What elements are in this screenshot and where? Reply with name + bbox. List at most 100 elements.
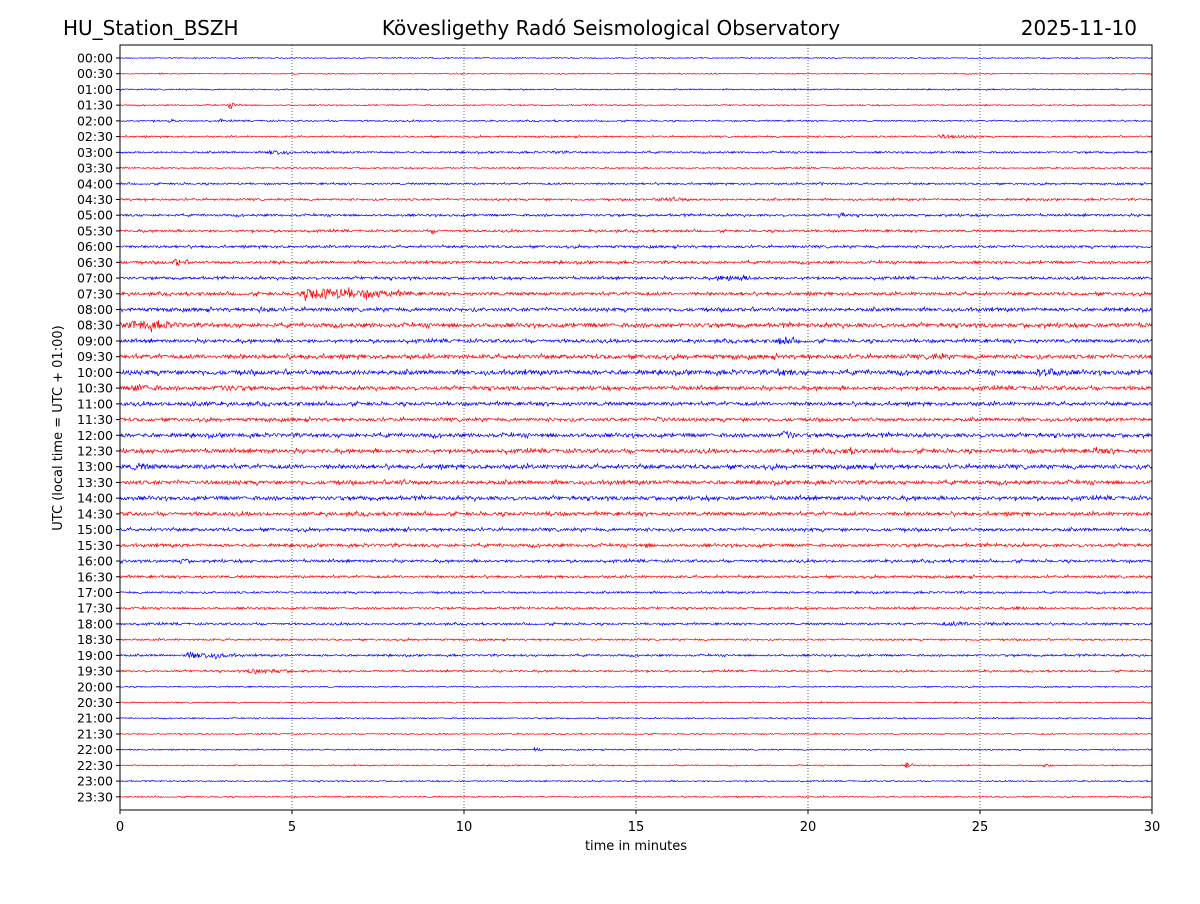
y-tick-label: 20:30	[77, 695, 113, 710]
y-tick-label: 05:30	[77, 223, 113, 238]
trace-0830	[119, 320, 1153, 333]
y-tick-label: 11:30	[77, 412, 113, 427]
trace-2000	[119, 685, 1152, 689]
trace-0430	[119, 196, 1153, 203]
trace-0900	[119, 336, 1153, 345]
x-tick-label: 15	[628, 820, 645, 835]
y-tick-label: 10:30	[77, 381, 113, 396]
trace-2330	[119, 795, 1152, 799]
y-tick-label: 00:30	[77, 66, 113, 81]
trace-1300	[119, 462, 1153, 472]
x-tick-label: 20	[800, 820, 817, 835]
trace-1030	[119, 383, 1152, 393]
trace-1500	[119, 526, 1153, 534]
trace-1630	[119, 573, 1153, 580]
trace-2200	[119, 746, 1152, 753]
trace-1000	[119, 367, 1153, 378]
y-tick-label: 08:00	[77, 302, 113, 317]
y-tick-label: 12:00	[77, 428, 113, 443]
y-tick-label: 09:30	[77, 349, 113, 364]
trace-2300	[119, 779, 1152, 783]
y-tick-label: 12:30	[77, 444, 113, 459]
trace-0100	[119, 87, 1153, 91]
trace-0230	[119, 133, 1153, 140]
y-tick-label: 03:00	[77, 145, 113, 160]
trace-2100	[119, 716, 1153, 720]
trace-1230	[119, 446, 1153, 456]
y-tick-label: 22:00	[77, 742, 113, 757]
trace-1400	[119, 494, 1153, 503]
trace-2130	[119, 732, 1153, 736]
trace-0000	[119, 56, 1152, 60]
y-tick-label: 02:30	[77, 129, 113, 144]
trace-0300	[119, 149, 1153, 156]
trace-1200	[119, 430, 1153, 440]
x-tick-label: 25	[972, 820, 989, 835]
vertical-gridlines	[291, 45, 981, 810]
y-tick-label: 06:00	[77, 239, 113, 254]
trace-1600	[119, 557, 1152, 565]
trace-2030	[119, 700, 1153, 705]
y-tick-label: 02:00	[77, 113, 113, 128]
y-tick-label: 11:00	[77, 396, 113, 411]
trace-1900	[119, 650, 1152, 660]
trace-0400	[119, 181, 1153, 187]
trace-0930	[119, 352, 1152, 361]
y-tick-label: 18:00	[77, 616, 113, 631]
y-tick-label: 19:30	[77, 664, 113, 679]
y-tick-label: 01:00	[77, 82, 113, 97]
y-tick-label: 03:30	[77, 161, 113, 176]
y-tick-label: 21:30	[77, 726, 113, 741]
y-tick-label: 19:00	[77, 648, 113, 663]
trace-2230	[119, 762, 1153, 769]
plot-frame	[119, 44, 1153, 811]
x-axis-label: time in minutes	[585, 839, 687, 854]
y-tick-label: 16:30	[77, 569, 113, 584]
trace-1100	[119, 399, 1152, 408]
trace-1130	[119, 416, 1153, 424]
trace-0700	[119, 274, 1153, 282]
y-tick-label: 20:00	[77, 679, 113, 694]
trace-0800	[119, 305, 1152, 314]
y-tick-label: 07:00	[77, 271, 113, 286]
y-tick-label: 17:30	[77, 601, 113, 616]
trace-0330	[119, 166, 1153, 170]
y-tick-label: 14:00	[77, 491, 113, 506]
y-axis-label: UTC (local time = UTC + 01:00)	[51, 325, 66, 530]
y-tick-label: 06:30	[77, 255, 113, 270]
y-tick-label: 00:00	[77, 51, 113, 66]
trace-1430	[119, 510, 1153, 518]
y-tick-label: 05:00	[77, 208, 113, 223]
y-tick-label: 13:00	[77, 459, 113, 474]
y-tick-label: 17:00	[77, 585, 113, 600]
y-tick-label: 09:00	[77, 333, 113, 348]
y-tick-label: 18:30	[77, 632, 113, 647]
x-tick-label: 5	[288, 820, 296, 835]
y-tick-label: 14:30	[77, 506, 113, 521]
seismic-traces	[119, 56, 1153, 799]
y-tick-label: 21:00	[77, 711, 113, 726]
trace-0600	[119, 243, 1152, 250]
y-tick-label: 10:00	[77, 365, 113, 380]
y-tick-label: 04:30	[77, 192, 113, 207]
y-tick-label: 01:30	[77, 98, 113, 113]
y-tick-label: 04:00	[77, 176, 113, 191]
x-tick-label: 30	[1144, 820, 1161, 835]
trace-1700	[119, 589, 1152, 595]
trace-0730	[119, 287, 1152, 301]
trace-1330	[119, 478, 1153, 487]
trace-0500	[119, 212, 1152, 219]
trace-1830	[119, 637, 1152, 642]
trace-0530	[119, 227, 1152, 235]
y-tick-label: 23:30	[77, 789, 113, 804]
date-title: 2025-11-10	[1021, 16, 1137, 40]
trace-1800	[119, 620, 1153, 627]
y-tick-label: 08:30	[77, 318, 113, 333]
trace-0200	[119, 118, 1152, 123]
y-tick-label: 13:30	[77, 475, 113, 490]
trace-1730	[119, 605, 1153, 611]
y-tick-label: 16:00	[77, 554, 113, 569]
trace-1530	[119, 541, 1153, 549]
y-axis-ticks: 00:0000:3001:0001:3002:0002:3003:0003:30…	[77, 51, 120, 804]
